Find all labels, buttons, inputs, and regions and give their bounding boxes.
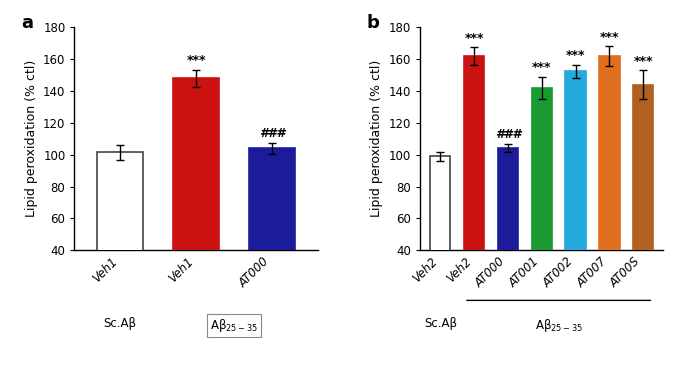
- Bar: [599, 56, 619, 314]
- Text: ***: ***: [600, 31, 619, 44]
- Bar: [173, 78, 219, 314]
- Text: Sc.Aβ: Sc.Aβ: [104, 317, 137, 330]
- Text: ***: ***: [532, 61, 552, 74]
- Text: ***: ***: [634, 55, 653, 68]
- Bar: [464, 56, 484, 314]
- Y-axis label: Lipid peroxidation (% ctl): Lipid peroxidation (% ctl): [24, 60, 37, 217]
- Text: ###: ###: [495, 128, 521, 141]
- Text: ***: ***: [186, 54, 206, 67]
- Text: Aβ$_{25-35}$: Aβ$_{25-35}$: [535, 317, 583, 334]
- Text: b: b: [366, 14, 379, 32]
- Text: ***: ***: [464, 32, 484, 45]
- Text: ***: ***: [566, 49, 586, 63]
- Bar: [565, 71, 586, 314]
- Bar: [97, 152, 143, 314]
- Bar: [498, 147, 518, 314]
- Text: Aβ$_{25-35}$: Aβ$_{25-35}$: [211, 317, 258, 334]
- Text: a: a: [21, 14, 33, 32]
- Bar: [633, 85, 653, 314]
- Bar: [249, 148, 295, 314]
- Y-axis label: Lipid peroxidation (% ctl): Lipid peroxidation (% ctl): [370, 60, 383, 217]
- Bar: [430, 156, 450, 314]
- Text: Sc.Aβ: Sc.Aβ: [424, 317, 457, 330]
- Text: ###: ###: [259, 127, 285, 140]
- Bar: [531, 88, 552, 314]
